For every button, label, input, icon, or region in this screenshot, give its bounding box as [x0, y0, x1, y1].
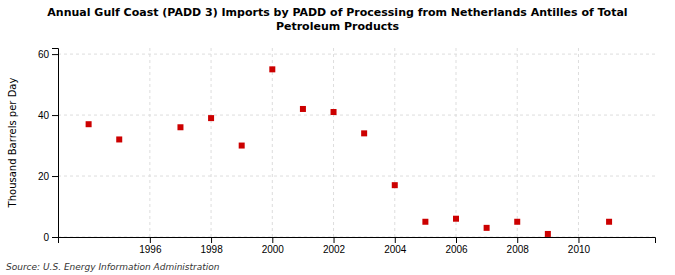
point: [208, 115, 214, 121]
point: [361, 130, 367, 136]
y-axis-title: Thousand Barrels per Day: [7, 78, 18, 209]
tick-label: 40: [38, 110, 50, 121]
tick: 1996: [139, 237, 162, 255]
point: [606, 219, 612, 225]
tick-mark: [272, 237, 273, 243]
tick-mark: [150, 237, 151, 243]
tick: 20: [38, 171, 58, 182]
tick-mark: [395, 237, 396, 243]
source: Source: U.S. Energy Information Administ…: [6, 262, 220, 272]
tick-mark: [334, 237, 335, 243]
point: [269, 66, 275, 72]
axis-line: [52, 49, 59, 238]
tick-label: 1998: [200, 244, 223, 255]
point: [514, 219, 520, 225]
grid-line: [58, 54, 655, 55]
point: [116, 136, 122, 142]
point: [422, 219, 428, 225]
tick-label: 2006: [445, 244, 468, 255]
tick-label: 2000: [262, 244, 285, 255]
tick: 1998: [200, 237, 223, 255]
tick-mark: [578, 237, 579, 243]
tick: 2000: [262, 237, 285, 255]
tick-label: 2010: [568, 244, 591, 255]
grid-line: [394, 48, 395, 237]
chart: 1996 1998 2000 2002 2004 2006 2008 2010 0 20 40 60 A…: [0, 0, 675, 275]
tick: 2002: [323, 237, 346, 255]
grid: [58, 48, 655, 237]
tick: 40: [38, 110, 58, 121]
tick-label: 20: [38, 171, 50, 182]
x-axis: 1996 1998 2000 2002 2004 2006 2008 2010: [59, 237, 656, 255]
point: [453, 216, 459, 222]
point: [300, 106, 306, 112]
tick: 60: [38, 49, 58, 60]
tick-label: 2004: [384, 244, 407, 255]
tick-label: 1996: [139, 244, 162, 255]
tick-mark: [211, 237, 212, 243]
grid-line: [58, 176, 655, 177]
tick-mark: [456, 237, 457, 243]
tick-mark: [52, 54, 58, 55]
grid-line: [272, 48, 273, 237]
point: [392, 182, 398, 188]
point: [86, 121, 92, 127]
grid-line: [58, 115, 655, 116]
tick: 0: [43, 232, 58, 243]
tick-label: 60: [38, 49, 50, 60]
point: [239, 143, 245, 149]
tick-mark: [52, 237, 58, 238]
tick-mark: [52, 176, 58, 177]
grid-line: [517, 48, 518, 237]
tick: 2010: [568, 237, 591, 255]
point: [331, 109, 337, 115]
grid-line: [211, 48, 212, 237]
point: [545, 231, 551, 237]
tick-label: 0: [43, 232, 49, 243]
y-axis: 0 20 40 60: [38, 49, 59, 243]
point: [484, 225, 490, 231]
tick: 2004: [384, 237, 407, 255]
grid-line: [456, 48, 457, 237]
tick: 2008: [507, 237, 530, 255]
tick-label: 2008: [507, 244, 530, 255]
tick-mark: [52, 115, 58, 116]
tick-label: 2002: [323, 244, 346, 255]
grid-line: [578, 48, 579, 237]
grid-line: [333, 48, 334, 237]
point: [177, 124, 183, 130]
marks: [86, 66, 612, 237]
axis-line: [59, 238, 656, 244]
grid-line: [149, 48, 150, 237]
title: Annual Gulf Coast (PADD 3) Imports by PA…: [47, 6, 627, 33]
plot: 1996 1998 2000 2002 2004 2006 2008 2010 0 20 40 60: [38, 48, 656, 255]
tick-mark: [517, 237, 518, 243]
tick: 2006: [445, 237, 468, 255]
